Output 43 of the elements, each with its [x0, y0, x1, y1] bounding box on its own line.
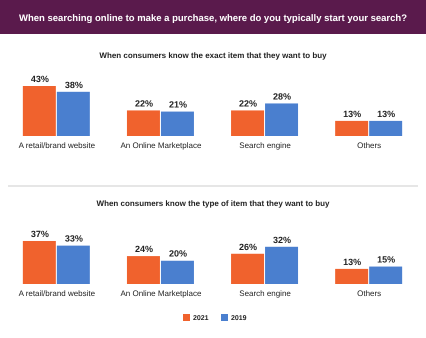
chart-subtitle: When consumers know the exact item that they want to buy [99, 51, 328, 60]
data-label: 24% [134, 244, 153, 254]
data-label: 28% [273, 91, 292, 102]
data-label: 43% [30, 74, 49, 84]
bar [56, 92, 90, 136]
data-label: 13% [377, 108, 396, 119]
bar [335, 268, 368, 284]
bar [22, 86, 56, 136]
data-label: 21% [168, 100, 187, 110]
data-label: 26% [239, 242, 258, 252]
bar [265, 246, 298, 284]
data-label: 38% [64, 80, 83, 90]
chart-subtitle: When consumers know the type of item that they want to buy [96, 199, 330, 208]
chart-title: When searching online to make a purchase, where do you typically start your search? [18, 13, 408, 24]
bar [160, 260, 194, 284]
data-label: 20% [168, 248, 187, 259]
data-label: 22% [134, 98, 153, 108]
data-label: 37% [30, 228, 49, 239]
x-tick-label: An Online Marketplace [120, 141, 202, 150]
bar [22, 240, 56, 284]
data-label: 15% [377, 254, 396, 265]
bar [335, 120, 368, 136]
bar [231, 254, 264, 284]
bar [231, 110, 264, 136]
x-tick-label: A retail/brand website [18, 289, 96, 298]
x-tick-label: Others [357, 141, 382, 150]
x-tick-label: Search engine [239, 289, 292, 298]
bar [126, 256, 160, 284]
data-label: 33% [64, 234, 83, 244]
x-tick-label: A retail/brand website [18, 141, 96, 150]
x-tick-label: An Online Marketplace [120, 289, 202, 298]
bar [160, 112, 194, 136]
bar [369, 120, 402, 136]
data-label: 22% [239, 98, 258, 108]
data-label: 13% [343, 108, 362, 119]
data-label: 13% [343, 256, 362, 267]
bar [369, 266, 402, 284]
bar [126, 110, 160, 136]
bar [56, 246, 90, 284]
data-label: 32% [273, 234, 292, 245]
x-tick-label: Others [357, 289, 382, 298]
bar [265, 103, 298, 136]
x-tick-label: Search engine [239, 141, 292, 150]
